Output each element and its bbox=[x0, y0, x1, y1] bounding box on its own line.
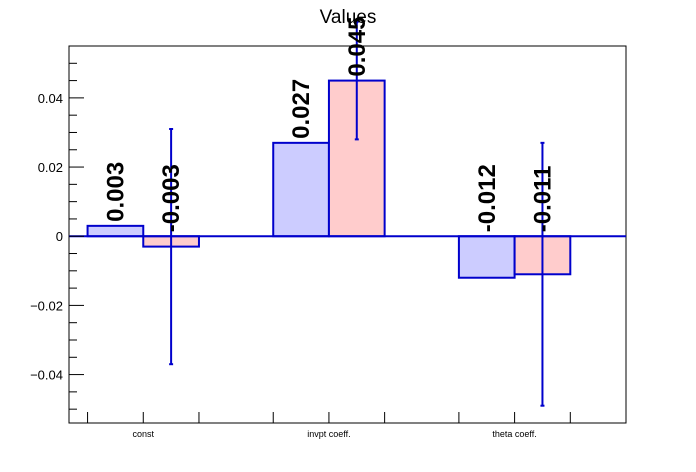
y-tick-label: 0 bbox=[56, 229, 63, 244]
x-category-label: theta coeff. bbox=[492, 429, 536, 439]
data-label: -0.012 bbox=[474, 164, 501, 232]
x-category-label: const bbox=[133, 429, 155, 439]
chart-title: Values bbox=[320, 7, 377, 28]
plot-frame bbox=[68, 45, 627, 424]
data-label: 0.027 bbox=[288, 79, 315, 139]
y-tick-label: 0.04 bbox=[38, 91, 63, 106]
data-label: -0.003 bbox=[158, 164, 185, 232]
bar-blue bbox=[272, 141, 330, 238]
bar-blue bbox=[457, 235, 516, 279]
data-label: -0.011 bbox=[529, 165, 556, 232]
y-tick-label: −0.02 bbox=[30, 298, 63, 313]
y-tick-label: −0.04 bbox=[30, 368, 63, 383]
data-label: 0.045 bbox=[344, 17, 371, 77]
data-label: 0.003 bbox=[102, 162, 129, 222]
y-tick-label: 0.02 bbox=[38, 160, 63, 175]
x-category-label: invpt coeff. bbox=[307, 429, 350, 439]
bar-blue bbox=[86, 224, 145, 238]
